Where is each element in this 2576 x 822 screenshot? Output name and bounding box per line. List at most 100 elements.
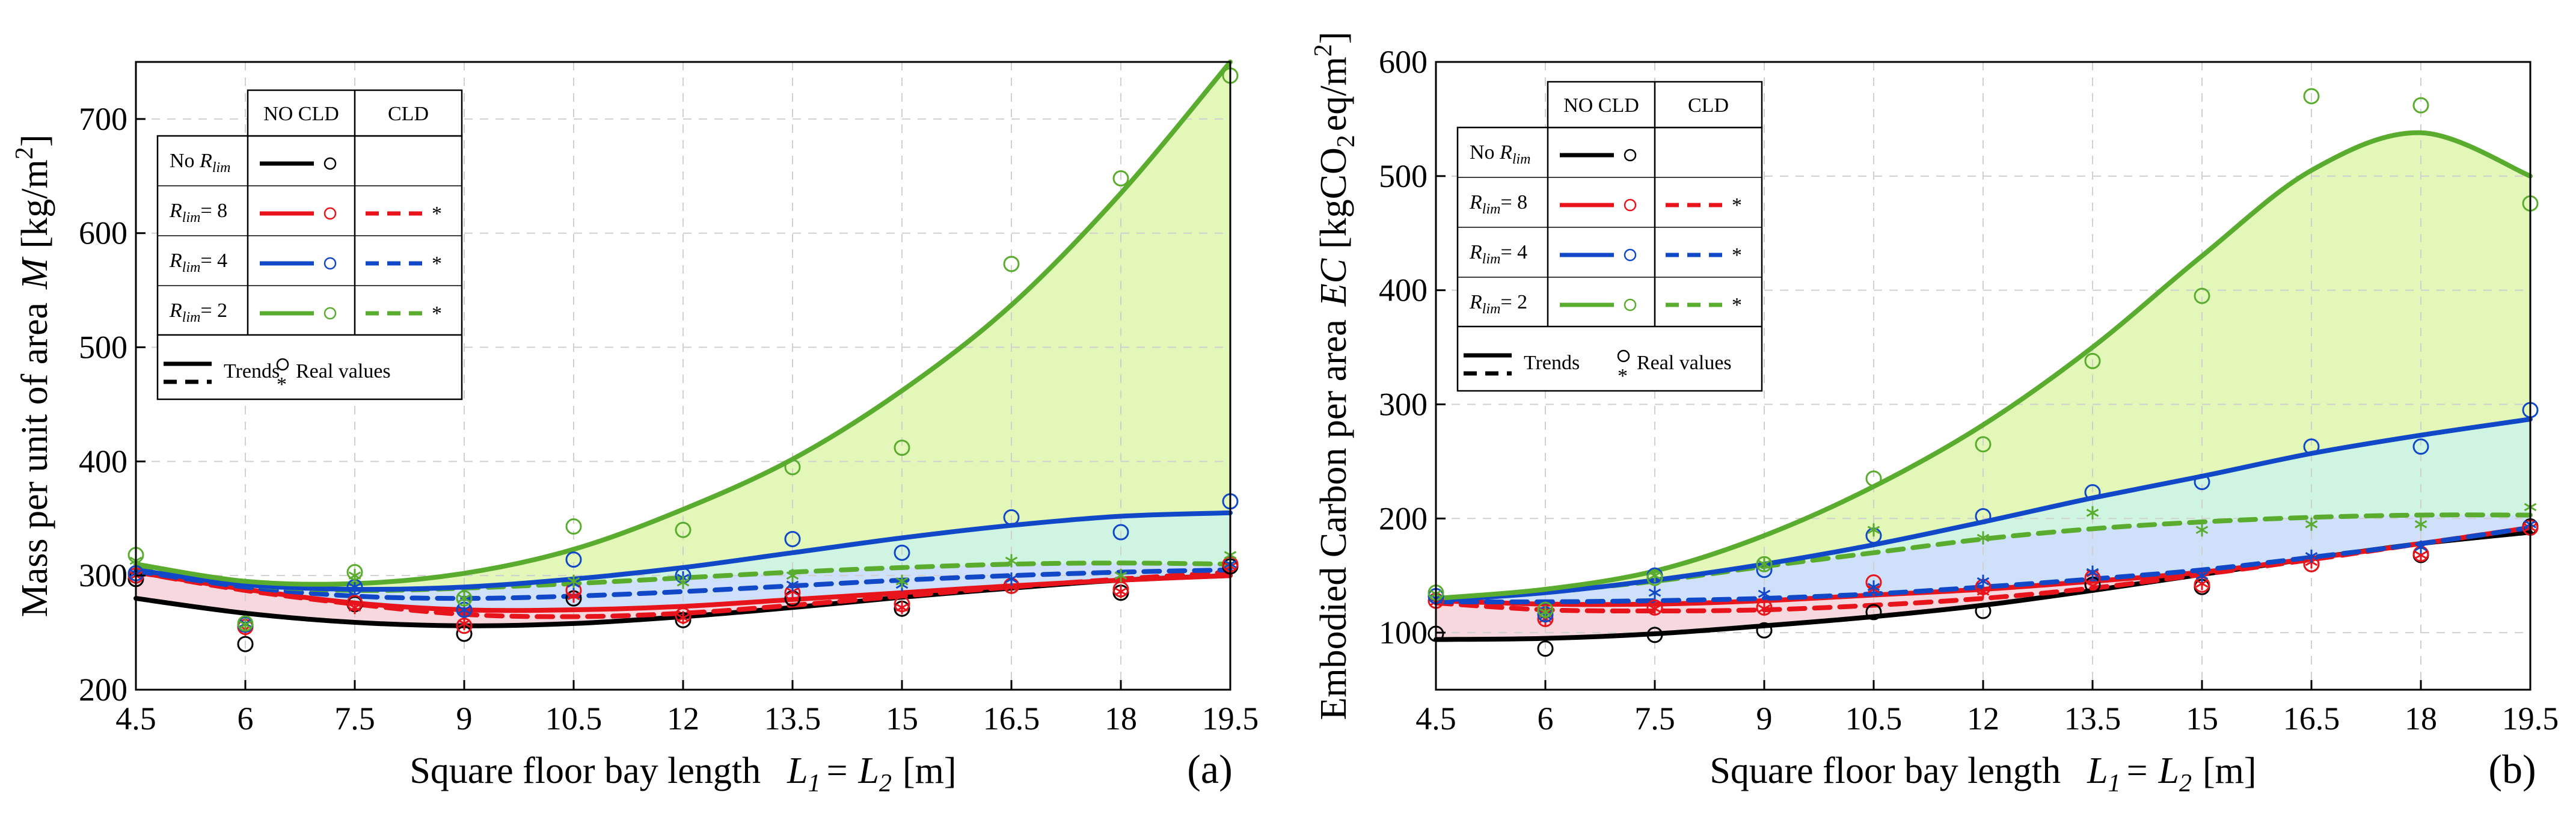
chart-b-star-point xyxy=(1758,602,1771,616)
legend-b-col-cld: CLD xyxy=(1688,94,1729,117)
chart-a-star-point xyxy=(348,580,361,594)
chart-b-point xyxy=(2303,88,2320,105)
chart-b-star-point xyxy=(2086,565,2099,579)
chart-a-star-point xyxy=(1114,569,1127,583)
legend-a-trends: Trends xyxy=(224,360,280,382)
legend-b-trends: Trends xyxy=(1524,352,1580,374)
chart-a-star-point xyxy=(786,569,799,583)
chart-a-xtick-label: 6 xyxy=(238,701,254,737)
chart-b-xtick-label: 15 xyxy=(2186,701,2218,737)
chart-b-star-point xyxy=(2195,569,2209,583)
chart-b-ytick-label: 100 xyxy=(1379,615,1428,651)
chart-a-band-3 xyxy=(136,572,1230,626)
chart-a-xtick-label: 13.5 xyxy=(764,701,821,737)
chart-a-point xyxy=(1003,509,1020,526)
chart-b-band-0 xyxy=(1436,132,2530,601)
chart-a-xtick-label: 16.5 xyxy=(983,701,1040,737)
chart-b-point xyxy=(1646,627,1663,643)
chart-a-star-point xyxy=(895,574,909,588)
chart-b-xtick-label: 4.5 xyxy=(1415,701,1456,737)
chart-b-xlabel: Square floor bay length L1 = L2 [m] xyxy=(1710,750,2256,797)
chart-a-trend-line-6 xyxy=(133,60,1233,587)
chart-b-xtick-label: 6 xyxy=(1538,701,1554,737)
chart-b-ytick-label: 200 xyxy=(1379,500,1428,536)
chart-a-xtick-label: 19.5 xyxy=(1202,701,1259,737)
legend-a-row-2: Rlim= 2 xyxy=(169,299,227,325)
chart-a-ytick-label: 300 xyxy=(79,557,127,593)
chart-b-ticks: 4.5 6 7.5 9 10.5 12 13.5 15 16.5 18 19.5 100 200 300 4… xyxy=(1379,44,2559,737)
chart-b-xtick-label: 7.5 xyxy=(1634,701,1675,737)
chart-b-point xyxy=(1865,604,1882,621)
chart-b-star-point xyxy=(1648,569,1661,583)
chart-b-point xyxy=(2412,438,2429,455)
chart-a-point xyxy=(894,440,910,456)
legend-b-row-norlim: No Rlim xyxy=(1470,141,1531,167)
chart-a-star-point xyxy=(567,574,580,588)
chart-a-xtick-label: 4.5 xyxy=(115,701,156,737)
chart-b-trend-line-6 xyxy=(1434,130,2533,601)
chart-a-ytick-label: 600 xyxy=(79,215,127,251)
chart-b-xtick-label: 18 xyxy=(2405,701,2437,737)
chart-b-trend-line-5 xyxy=(1434,417,2533,603)
chart-b-point xyxy=(2412,97,2429,114)
chart-a-point xyxy=(237,636,254,652)
legend-a-col-cld: CLD xyxy=(388,103,429,125)
chart-b-star-point xyxy=(1976,531,1990,545)
chart-b-star-point xyxy=(2305,549,2318,563)
chart-a-xtick-label: 18 xyxy=(1105,701,1137,737)
chart-b-ytick-label: 300 xyxy=(1379,386,1428,422)
chart-b-legend: NO CLD CLD No Rlim Rlim= 8 * Rlim= 4 * R… xyxy=(1456,81,1763,392)
legend-a-real-values: Real values xyxy=(296,360,391,382)
chart-b-xtick-label: 9 xyxy=(1756,701,1773,737)
chart-b-star-point xyxy=(2195,523,2209,537)
chart-a-star-point xyxy=(676,575,690,589)
legend-b-row-8: Rlim= 8 xyxy=(1469,191,1527,217)
chart-a-point xyxy=(1003,256,1020,272)
chart-b-ytick-label: 400 xyxy=(1379,272,1428,308)
chart-b-ytick-label: 500 xyxy=(1379,158,1428,194)
chart-b-band-3 xyxy=(1436,527,2530,640)
chart-a-point xyxy=(894,544,910,561)
chart-b-point xyxy=(1975,436,1992,453)
legend-a-row-4: Rlim= 4 xyxy=(169,250,227,275)
chart-b-star-point xyxy=(2305,517,2318,531)
chart-b-xtick-label: 19.5 xyxy=(2502,701,2559,737)
chart-b-star-point xyxy=(1976,574,1990,588)
legend-a-row-8: Rlim= 8 xyxy=(169,200,227,225)
chart-b-point xyxy=(2194,287,2210,304)
svg-text:*: * xyxy=(1618,365,1628,387)
chart-b-point xyxy=(1865,470,1882,487)
chart-a-ticks: 4.5 6 7.5 9 10.5 12 13.5 15 16.5 18 19.5 200 300 400 5… xyxy=(79,101,1259,737)
chart-b-ylabel: Embodied Carbon per areaEC[kgCO2eq/m2] xyxy=(1310,32,1360,720)
chart-a-point xyxy=(784,530,801,547)
chart-a-point xyxy=(456,590,473,607)
svg-text:*: * xyxy=(277,373,287,396)
chart-b-panel-label: (b) xyxy=(2488,746,2536,792)
chart-b-point xyxy=(1756,556,1773,572)
chart-panel-b: 4.5 6 7.5 9 10.5 12 13.5 15 16.5 18 19.5 100 200 300 4… xyxy=(1310,32,2559,797)
chart-b-point xyxy=(1756,622,1773,639)
chart-a-star-point xyxy=(1005,572,1018,586)
legend-a-row-norlim: No Rlim xyxy=(170,150,231,176)
chart-a-xlabel: Square floor bay length L1 = L2 [m] xyxy=(409,750,956,797)
chart-a-star-point xyxy=(1114,584,1127,598)
chart-b-point xyxy=(1975,603,1992,619)
chart-a-markers xyxy=(127,67,1239,652)
chart-b-star-point xyxy=(1648,586,1661,600)
chart-a-panel-label: (a) xyxy=(1187,746,1232,792)
chart-b-star-point xyxy=(1758,587,1771,601)
chart-a-xtick-label: 15 xyxy=(886,701,918,737)
chart-a-trend-line-2 xyxy=(133,569,1233,619)
chart-a-xtick-label: 7.5 xyxy=(334,701,375,737)
chart-b-lines xyxy=(1434,130,2533,642)
chart-b-star-point xyxy=(1758,557,1771,571)
chart-a-xtick-label: 12 xyxy=(667,701,699,737)
chart-a-star-point xyxy=(458,616,471,630)
chart-b-point xyxy=(2194,474,2210,491)
svg-text:*: * xyxy=(1732,244,1742,266)
chart-a-point xyxy=(675,521,692,538)
legend-b-real-values: Real values xyxy=(1637,352,1732,374)
chart-a-star-point xyxy=(676,611,690,625)
chart-b-star-point xyxy=(1648,602,1661,616)
chart-b-xtick-label: 10.5 xyxy=(1845,701,1903,737)
